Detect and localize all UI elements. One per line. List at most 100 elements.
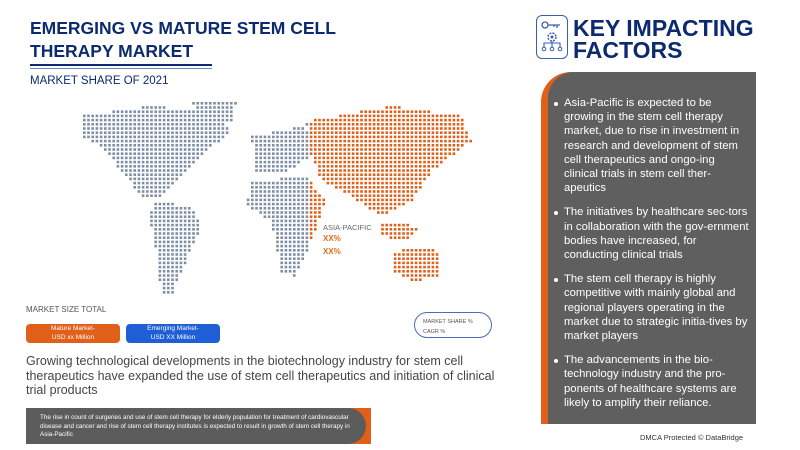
map-dot: [423, 118, 426, 122]
map-dot: [280, 148, 283, 151]
map-dot: [276, 223, 279, 227]
map-dot: [314, 131, 317, 134]
map-dot: [423, 144, 426, 147]
map-dot: [297, 223, 300, 227]
map-dot: [318, 215, 321, 218]
map-dot: [351, 144, 355, 147]
title-underline-thin: [30, 68, 212, 69]
map-dot: [330, 139, 334, 143]
map-dot: [301, 244, 304, 248]
map-dot: [284, 261, 288, 265]
map-dot: [171, 177, 174, 181]
map-dot: [389, 190, 393, 193]
map-dot: [116, 110, 120, 113]
map-dot: [196, 131, 199, 134]
map-dot: [347, 152, 351, 155]
map-dot: [402, 186, 405, 189]
map-dot: [179, 160, 183, 164]
map-dot: [423, 160, 426, 164]
map-dot: [104, 127, 107, 130]
map-dot: [183, 148, 187, 151]
map-dot: [267, 181, 271, 185]
map-dot: [339, 181, 342, 185]
map-dot: [150, 156, 153, 160]
map-dot: [284, 160, 288, 164]
map-dot: [444, 114, 447, 118]
bottom-note-bar: The rise in count of surgeries and use o…: [26, 408, 371, 444]
map-dot: [360, 144, 363, 147]
map-dot: [175, 232, 178, 235]
map-dot: [377, 110, 380, 113]
map-dot: [385, 202, 388, 206]
map-dot: [372, 148, 376, 151]
map-dot: [414, 274, 418, 277]
map-dot: [204, 114, 208, 118]
map-dot: [351, 118, 355, 122]
map-dot: [158, 278, 162, 281]
map-dot: [293, 265, 296, 269]
map-dot: [402, 165, 405, 168]
map-dot: [146, 156, 149, 160]
map-dot: [154, 177, 157, 181]
map-dot: [440, 131, 443, 134]
map-dot: [393, 114, 397, 118]
map-dot: [125, 156, 128, 160]
map-dot: [293, 135, 296, 139]
map-dot: [192, 131, 195, 134]
map-dot: [435, 270, 439, 273]
map-dot: [301, 127, 304, 130]
map-dot: [330, 152, 334, 155]
map-dot: [183, 240, 187, 244]
map-dot: [314, 144, 317, 147]
map-dot: [95, 139, 99, 143]
map-dot: [431, 261, 435, 265]
map-dot: [385, 232, 388, 235]
map-dot: [284, 156, 288, 160]
map-dot: [440, 135, 443, 139]
map-dot: [410, 270, 414, 273]
map-dot: [188, 127, 191, 130]
map-dot: [280, 152, 283, 155]
map-dot: [402, 173, 405, 176]
map-dot: [204, 118, 208, 122]
map-dot: [347, 114, 351, 118]
map-dot: [154, 194, 157, 197]
map-dot: [150, 211, 153, 214]
map-dot: [452, 127, 456, 130]
map-dot: [116, 135, 120, 139]
map-dot: [343, 181, 346, 185]
map-dot: [385, 139, 388, 143]
map-dot: [356, 148, 359, 151]
map-dot: [158, 257, 162, 260]
map-dot: [280, 223, 283, 227]
map-dot: [406, 135, 409, 139]
map-dot: [175, 114, 178, 118]
map-dot: [456, 144, 460, 147]
map-dot: [171, 240, 174, 244]
map-dot: [414, 139, 418, 143]
map-dot: [154, 215, 157, 218]
map-dot: [120, 110, 124, 113]
map-dot: [288, 219, 292, 223]
map-dot: [158, 228, 162, 231]
map-dot: [339, 144, 342, 147]
map-dot: [419, 144, 422, 147]
map-dot: [427, 114, 430, 118]
map-dot: [167, 228, 170, 231]
map-dot: [414, 190, 418, 193]
map-dot: [209, 127, 212, 130]
map-dot: [263, 194, 267, 197]
map-dot: [162, 286, 166, 290]
map-dot: [398, 186, 401, 189]
map-dot: [251, 190, 254, 193]
map-dot: [272, 160, 275, 164]
map-dot: [288, 257, 292, 260]
map-dot: [406, 156, 409, 160]
map-dot: [326, 165, 330, 168]
map-dot: [389, 202, 393, 206]
map-dot: [112, 139, 115, 143]
map-dot: [146, 160, 149, 164]
map-dot: [410, 131, 414, 134]
map-dot: [188, 110, 191, 113]
map-dot: [326, 181, 330, 185]
